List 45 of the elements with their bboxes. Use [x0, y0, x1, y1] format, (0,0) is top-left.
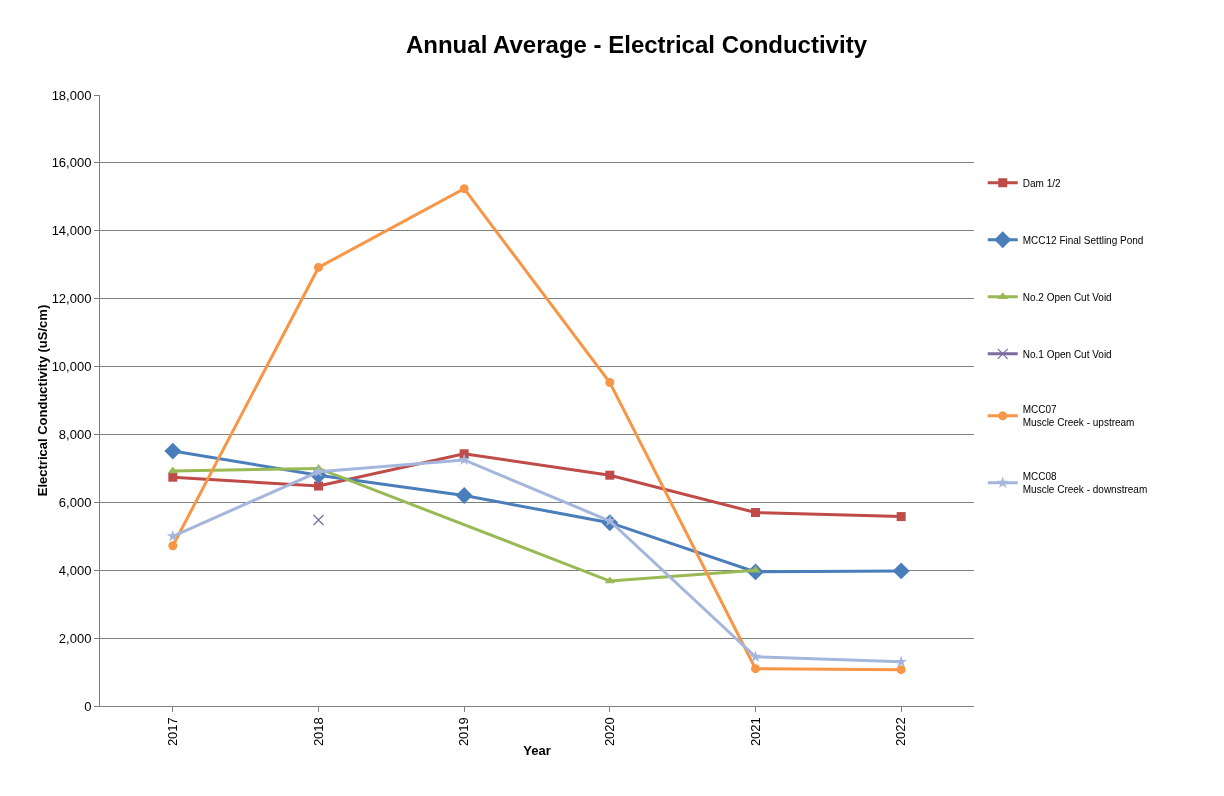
y-tick-label: 14,000 [51, 223, 92, 239]
legend-label: No.1 Open Cut Void [1022, 348, 1112, 360]
point [896, 512, 906, 522]
legend-label: MCC12 Final Settling Pond [1022, 234, 1144, 246]
point [168, 472, 178, 482]
point [312, 514, 325, 526]
point [455, 487, 473, 504]
x-tick-label: 2021 [747, 717, 763, 747]
point [314, 481, 323, 491]
point [164, 442, 182, 460]
point [896, 665, 906, 675]
x-tick-label: 2019 [456, 717, 472, 747]
x-tick-label: 2017 [165, 717, 181, 747]
y-axis-title: Electrical Conductivity (uS/cm) [34, 304, 50, 497]
point [751, 508, 760, 518]
y-tick-label: 6,000 [58, 494, 92, 510]
y-tick-label: 0 [84, 698, 92, 714]
y-tick-label: 16,000 [51, 155, 92, 171]
point [168, 541, 178, 551]
y-tick-label: 2,000 [58, 630, 92, 646]
point [458, 453, 471, 465]
y-tick-label: 12,000 [51, 291, 92, 307]
point [459, 184, 469, 194]
y-tick-label: 18,000 [51, 87, 92, 103]
point [605, 470, 615, 480]
legend-label: MCC07 Muscle Creek - upstream [1022, 404, 1135, 429]
y-tick-label: 8,000 [58, 426, 92, 442]
point [459, 449, 469, 459]
x-tick-label: 2020 [602, 717, 618, 747]
legend-label: No.2 Open Cut Void [1022, 291, 1112, 303]
point [314, 262, 323, 272]
legend-label: MCC08 Muscle Creek - downstream [1022, 471, 1148, 496]
y-tick-label: 10,000 [51, 359, 92, 375]
x-tick-label: 2022 [893, 717, 909, 747]
point [895, 655, 908, 667]
x-tick-label: 2018 [310, 717, 326, 747]
chart-title: Annual Average - Electrical Conductivity [405, 30, 868, 58]
point [892, 562, 910, 580]
point [751, 664, 760, 674]
point [605, 378, 615, 388]
point [312, 465, 325, 477]
point [749, 650, 762, 662]
y-tick-label: 4,000 [58, 562, 92, 578]
x-axis-title: Year [523, 743, 551, 758]
legend-label: Dam 1/2 [1022, 177, 1061, 189]
